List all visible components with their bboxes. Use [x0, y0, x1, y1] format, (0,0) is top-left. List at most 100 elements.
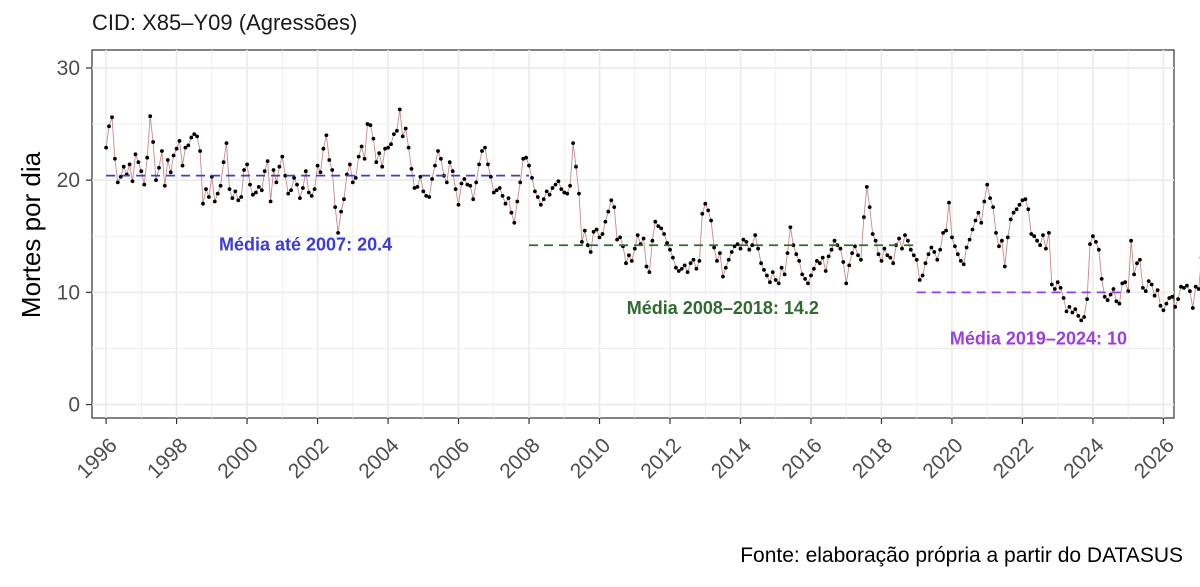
data-point — [1044, 246, 1048, 251]
data-point — [342, 197, 346, 202]
data-point — [480, 149, 484, 153]
data-point — [712, 245, 716, 250]
data-point — [574, 164, 578, 169]
data-point — [462, 177, 467, 181]
data-point — [168, 170, 173, 175]
data-point — [961, 262, 966, 267]
data-point — [298, 196, 302, 201]
data-point — [1102, 294, 1107, 299]
x-tick-label: 2026 — [1130, 434, 1179, 483]
data-point — [585, 243, 590, 248]
data-point — [424, 194, 429, 198]
data-point — [785, 251, 790, 256]
data-point — [1008, 217, 1013, 222]
data-point — [439, 156, 443, 161]
data-point — [1152, 293, 1157, 298]
data-point — [964, 245, 969, 250]
data-point — [110, 115, 114, 120]
data-point — [286, 191, 291, 196]
data-point — [1000, 238, 1004, 243]
data-point — [409, 167, 414, 171]
series — [104, 107, 1200, 323]
data-point — [1032, 234, 1037, 239]
data-point — [130, 179, 135, 184]
data-point — [324, 133, 329, 138]
data-point — [668, 247, 672, 252]
data-point — [336, 231, 340, 235]
data-point — [873, 238, 878, 243]
data-point — [506, 196, 511, 201]
data-point — [1002, 264, 1007, 269]
data-point — [779, 265, 784, 270]
data-point — [430, 177, 434, 181]
data-point — [541, 197, 546, 202]
data-point — [133, 152, 138, 157]
data-point — [862, 215, 866, 220]
data-point — [577, 191, 581, 196]
data-point — [289, 188, 293, 193]
data-point — [1055, 280, 1060, 285]
data-point — [1167, 296, 1172, 300]
data-point — [879, 259, 884, 263]
data-point — [121, 164, 126, 169]
data-point — [838, 246, 843, 251]
data-point — [377, 151, 382, 156]
y-tick-label: 0 — [68, 394, 80, 417]
data-point — [659, 226, 664, 231]
data-point — [597, 235, 602, 240]
data-point — [973, 218, 978, 223]
data-point — [1029, 232, 1034, 236]
data-point — [348, 162, 352, 167]
x-tick-label: 2010 — [566, 434, 615, 483]
data-point — [762, 268, 766, 272]
data-point — [239, 195, 244, 199]
data-point — [1035, 238, 1039, 243]
data-point — [1155, 288, 1160, 292]
data-point — [113, 156, 117, 161]
data-point — [958, 259, 963, 263]
data-point — [770, 270, 775, 274]
data-point — [976, 210, 981, 215]
data-point — [935, 257, 940, 262]
data-point — [559, 187, 564, 192]
data-point — [403, 126, 408, 131]
x-tick-label: 1996 — [72, 434, 121, 483]
data-point — [847, 263, 852, 268]
data-point — [920, 273, 925, 278]
data-point — [953, 244, 957, 249]
data-point — [588, 250, 593, 254]
data-point — [823, 269, 828, 273]
data-point — [794, 252, 799, 257]
data-point — [888, 255, 893, 260]
data-point — [1176, 297, 1180, 301]
data-point — [750, 243, 755, 248]
x-tick-label: 2022 — [989, 434, 1038, 483]
data-point — [362, 156, 367, 161]
x-tick-label: 2014 — [707, 434, 757, 484]
data-point — [503, 201, 508, 206]
data-point — [254, 190, 258, 195]
data-point — [1005, 235, 1010, 240]
data-point — [204, 187, 208, 192]
data-point — [671, 255, 675, 260]
data-point — [618, 235, 622, 240]
mean-label: Média 2019–2024: 10 — [950, 328, 1127, 348]
data-point — [195, 134, 200, 139]
data-point — [207, 195, 211, 199]
data-point — [321, 146, 326, 151]
data-point — [841, 260, 846, 264]
data-point — [791, 243, 796, 248]
data-point — [932, 250, 937, 254]
data-point — [697, 259, 702, 263]
data-point — [486, 162, 490, 167]
data-point — [629, 259, 634, 263]
data-point — [765, 273, 769, 278]
data-point — [1099, 277, 1104, 281]
data-point — [1094, 240, 1098, 244]
data-point — [1061, 296, 1066, 300]
data-point — [1114, 299, 1119, 304]
data-point — [256, 185, 261, 189]
data-point — [518, 180, 523, 185]
data-point — [674, 265, 678, 270]
data-point — [174, 146, 179, 151]
